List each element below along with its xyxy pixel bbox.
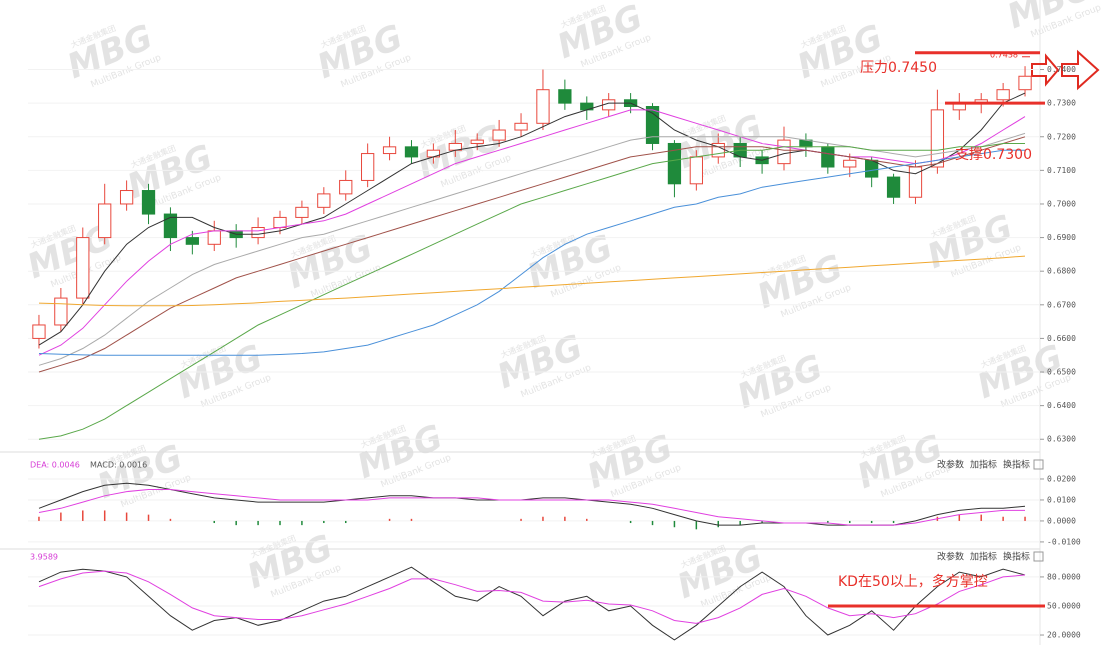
y-tick-label: 0.7200 bbox=[1047, 132, 1076, 141]
candle-body bbox=[361, 153, 375, 181]
y-tick-label: 0.7300 bbox=[1047, 99, 1076, 108]
y-tick-label: 0.0100 bbox=[1047, 495, 1076, 504]
candle-body bbox=[141, 190, 156, 215]
y-tick-label: 0.6400 bbox=[1047, 401, 1076, 410]
candle-body bbox=[689, 156, 703, 185]
y-tick-label: 0.6600 bbox=[1047, 334, 1076, 343]
candle-body bbox=[32, 324, 46, 339]
y-tick-label: 0.0200 bbox=[1047, 474, 1076, 483]
last-label: 0.7438 bbox=[990, 50, 1018, 59]
indicator-label: 3.9589 bbox=[30, 553, 58, 562]
ma-line bbox=[38, 255, 1026, 307]
candle-body bbox=[185, 237, 199, 245]
candle-body bbox=[558, 89, 572, 104]
candle-body bbox=[251, 227, 265, 239]
y-tick-label: -0.0100 bbox=[1047, 537, 1081, 546]
annotation-text: 压力0.7450 bbox=[860, 60, 937, 76]
annotation-text: 支撑0.7300 bbox=[955, 147, 1032, 163]
indicator-label: MACD: 0.0016 bbox=[90, 461, 147, 470]
ma-line bbox=[38, 92, 1026, 346]
close-button[interactable] bbox=[1033, 459, 1044, 470]
toolbar-button[interactable]: 换指标 bbox=[1003, 551, 1030, 563]
candle-body bbox=[295, 206, 309, 218]
candle-body bbox=[821, 146, 835, 168]
candle-body bbox=[382, 146, 397, 155]
ma-line bbox=[38, 136, 1026, 373]
candle-body bbox=[492, 129, 506, 141]
candle-body bbox=[777, 139, 791, 165]
toolbar-button[interactable]: 改参数 bbox=[937, 551, 964, 563]
nav-arrows[interactable] bbox=[1031, 49, 1100, 91]
candle-body bbox=[273, 216, 287, 228]
y-tick-label: 0.7100 bbox=[1047, 166, 1076, 175]
y-tick-label: 0.7000 bbox=[1047, 199, 1076, 208]
ma-line bbox=[38, 109, 1026, 356]
candle-body bbox=[470, 139, 484, 144]
candle-body bbox=[843, 159, 857, 168]
candle-body bbox=[76, 237, 90, 299]
candle-body bbox=[536, 89, 550, 124]
y-tick-label: 0.6800 bbox=[1047, 267, 1076, 276]
ma-line bbox=[38, 149, 1025, 356]
y-tick-label: 0.0000 bbox=[1047, 516, 1076, 525]
candle-body bbox=[404, 146, 419, 158]
toolbar-button[interactable]: 加指标 bbox=[970, 459, 997, 471]
y-tick-label: 0.7400 bbox=[1047, 65, 1076, 74]
y-tick-label: 0.6900 bbox=[1047, 233, 1076, 242]
toolbar-button[interactable]: 改参数 bbox=[937, 459, 964, 471]
y-tick-label: 80.0000 bbox=[1047, 572, 1081, 581]
toolbar-button[interactable]: 加指标 bbox=[970, 551, 997, 563]
candle-body bbox=[317, 193, 331, 208]
ma-line bbox=[38, 143, 1025, 440]
y-tick-label: 20.0000 bbox=[1047, 631, 1081, 640]
ma-line bbox=[38, 566, 1026, 641]
indicator-label: DEA: 0.0046 bbox=[30, 461, 80, 470]
candle-body bbox=[667, 142, 682, 185]
y-tick-label: 50.0000 bbox=[1047, 601, 1081, 610]
candle-body bbox=[98, 203, 112, 239]
candle-body bbox=[54, 297, 68, 326]
candle-body bbox=[996, 89, 1010, 101]
close-button[interactable] bbox=[1033, 551, 1044, 562]
y-tick-label: 0.6700 bbox=[1047, 300, 1076, 309]
candle-body bbox=[930, 109, 945, 168]
y-tick-label: 0.6500 bbox=[1047, 368, 1076, 377]
candle-body bbox=[207, 230, 221, 245]
candle-body bbox=[163, 213, 178, 239]
ma-line bbox=[38, 570, 1026, 624]
y-tick-label: 0.6300 bbox=[1047, 435, 1076, 444]
ma-line bbox=[38, 489, 1025, 526]
toolbar-button[interactable]: 换指标 bbox=[1003, 459, 1030, 471]
candle-body bbox=[886, 176, 901, 198]
candle-body bbox=[339, 179, 353, 195]
annotation-text: KD在50以上，多方掌控 bbox=[838, 573, 988, 590]
candle-body bbox=[1018, 75, 1032, 91]
candle-body bbox=[119, 190, 134, 205]
candle-body bbox=[514, 122, 528, 131]
